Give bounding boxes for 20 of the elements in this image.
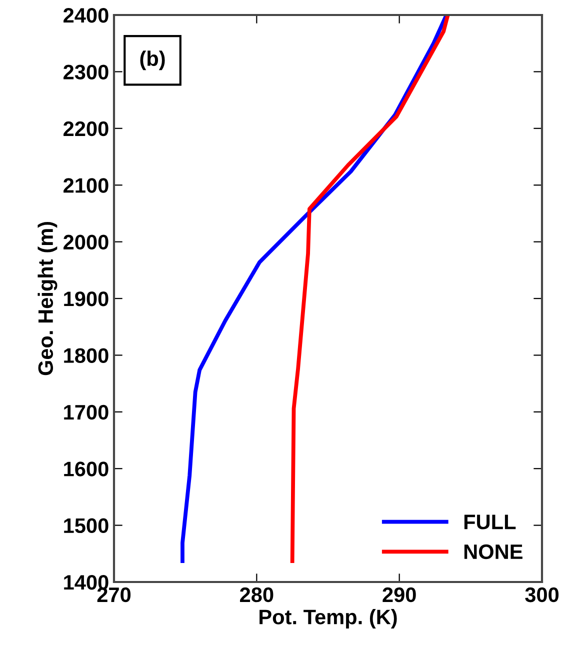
annotation: (b): [140, 50, 165, 70]
y-tick-label: 2400: [64, 8, 108, 23]
legend-label: FULL: [464, 514, 516, 530]
y-tick-label: 1700: [64, 404, 108, 420]
legend-label: NONE: [464, 544, 522, 560]
y-tick-label: 2300: [64, 64, 108, 80]
y-tick-label: 1900: [64, 292, 108, 306]
x-tick-label: 280: [240, 587, 274, 602]
line-series: [180, 15, 448, 563]
y-tick-label: 1800: [64, 348, 108, 363]
y-axis-title: Geo. Height (m): [38, 222, 58, 376]
x-tick-label: 300: [525, 587, 559, 602]
line-series: [290, 15, 450, 563]
y-tick-label: 1600: [64, 462, 108, 476]
y-tick-label: 2000: [64, 234, 108, 250]
x-tick-label: 290: [382, 587, 416, 602]
x-axis-title: Pot. Temp. (K): [260, 609, 397, 628]
y-tick-label: 2200: [64, 121, 108, 136]
y-tick-label: 2100: [64, 178, 108, 193]
y-tick-label: 1500: [64, 518, 108, 534]
